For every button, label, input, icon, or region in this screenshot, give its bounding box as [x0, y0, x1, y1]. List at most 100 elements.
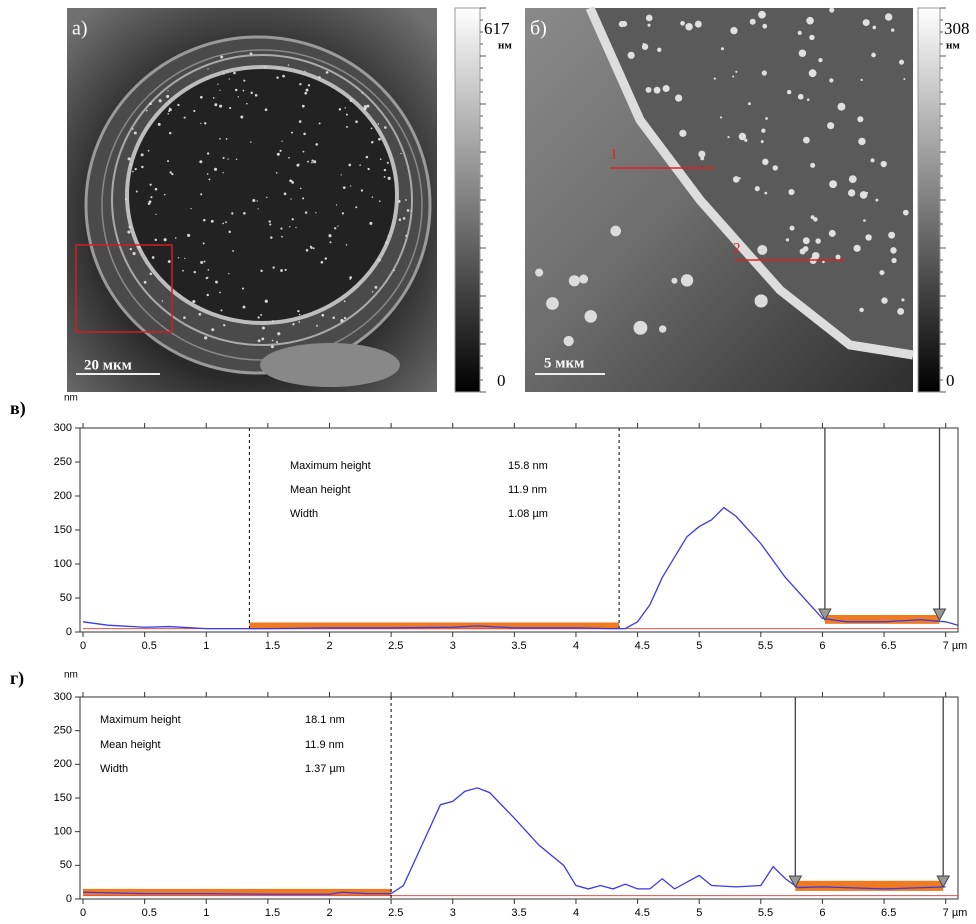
speckle: [535, 268, 544, 277]
speckle: [291, 218, 294, 221]
speckle: [903, 77, 906, 81]
speckle: [261, 326, 265, 330]
speckle: [132, 170, 134, 173]
speckle: [898, 59, 905, 65]
speckle: [309, 245, 312, 248]
panel-label: в): [10, 398, 26, 419]
speckle: [621, 20, 628, 27]
speckle: [167, 112, 169, 115]
speckle: [204, 336, 208, 340]
speckle: [875, 198, 879, 202]
x-tick-label: 3.5: [511, 907, 526, 919]
speckle: [383, 168, 387, 172]
speckle: [151, 256, 155, 259]
speckle: [890, 247, 897, 254]
speckle: [328, 234, 332, 238]
speckle: [237, 96, 239, 98]
speckle: [764, 191, 768, 195]
speckle: [214, 103, 218, 107]
speckle: [128, 225, 132, 229]
colorbar: [454, 7, 481, 393]
speckle: [154, 187, 158, 191]
speckle: [280, 227, 283, 230]
speckle: [288, 156, 290, 159]
speckle: [378, 200, 381, 203]
x-tick-label: 1: [203, 907, 209, 919]
speckle: [208, 178, 211, 181]
speckle: [271, 320, 274, 323]
speckle: [302, 197, 305, 200]
speckle: [206, 173, 209, 175]
colorbar: [917, 7, 941, 393]
speckle: [359, 164, 361, 166]
stat-value: 15.8 nm: [508, 460, 548, 472]
speckle: [675, 94, 683, 102]
speckle: [147, 149, 150, 152]
speckle: [167, 260, 171, 264]
speckle: [345, 113, 348, 116]
x-tick-label: 6.5: [881, 640, 896, 652]
speckle: [871, 52, 876, 58]
speckle: [215, 280, 218, 284]
speckle: [360, 189, 364, 192]
x-tick-label: 1.5: [265, 640, 280, 652]
x-tick-label: 4.5: [635, 907, 650, 919]
speckle: [129, 163, 132, 166]
speckle: [334, 227, 337, 230]
stat-label: Maximum height: [100, 714, 181, 726]
speckle: [177, 257, 180, 259]
speckle: [233, 71, 236, 75]
stat-label: Maximum height: [290, 460, 371, 472]
speckle: [212, 97, 215, 99]
speckle: [168, 108, 172, 112]
cursor-arrow: [936, 875, 951, 889]
x-tick-label: 0.5: [142, 640, 157, 652]
profile-line: [82, 506, 959, 630]
speckle: [387, 176, 391, 180]
x-tick-label: 5: [696, 907, 702, 919]
cursor-arrow: [818, 608, 832, 622]
speckle: [250, 141, 252, 143]
speckle: [234, 88, 238, 92]
speckle: [270, 236, 273, 239]
speckle: [799, 248, 806, 255]
speckle: [789, 225, 795, 231]
speckle: [400, 152, 402, 155]
speckle: [363, 106, 367, 111]
speckle: [762, 23, 768, 29]
speckle: [135, 190, 138, 193]
speckle: [302, 150, 305, 153]
speckle: [179, 294, 181, 296]
speckle: [276, 76, 279, 79]
scale-bar-label: 20 мкм: [84, 357, 132, 373]
speckle: [303, 132, 306, 136]
speckle: [757, 244, 768, 255]
x-tick-label: 7 µm: [943, 640, 968, 652]
speckle: [240, 115, 244, 119]
speckle: [385, 241, 388, 244]
speckle: [312, 247, 315, 250]
x-tick-label: 1: [203, 640, 209, 652]
speckle: [299, 82, 302, 86]
profile-label: 1: [610, 146, 618, 162]
speckle: [828, 229, 836, 237]
y-tick-label: 300: [54, 691, 72, 703]
speckle: [177, 103, 180, 107]
x-tick-label: 7 µm: [943, 907, 968, 919]
speckle: [192, 299, 196, 304]
speckle: [786, 89, 792, 95]
speckle: [220, 55, 224, 59]
colorbar-min: 0: [497, 371, 506, 390]
speckle: [881, 297, 888, 304]
speckle: [355, 120, 358, 123]
speckle: [735, 70, 738, 73]
speckle: [808, 69, 817, 78]
speckle: [297, 163, 300, 166]
speckle: [584, 310, 598, 323]
speckle: [806, 98, 810, 102]
speckle: [163, 193, 166, 196]
y-tick-label: 250: [54, 725, 72, 737]
x-tick-label: 3: [450, 640, 456, 652]
speckle: [276, 152, 280, 156]
